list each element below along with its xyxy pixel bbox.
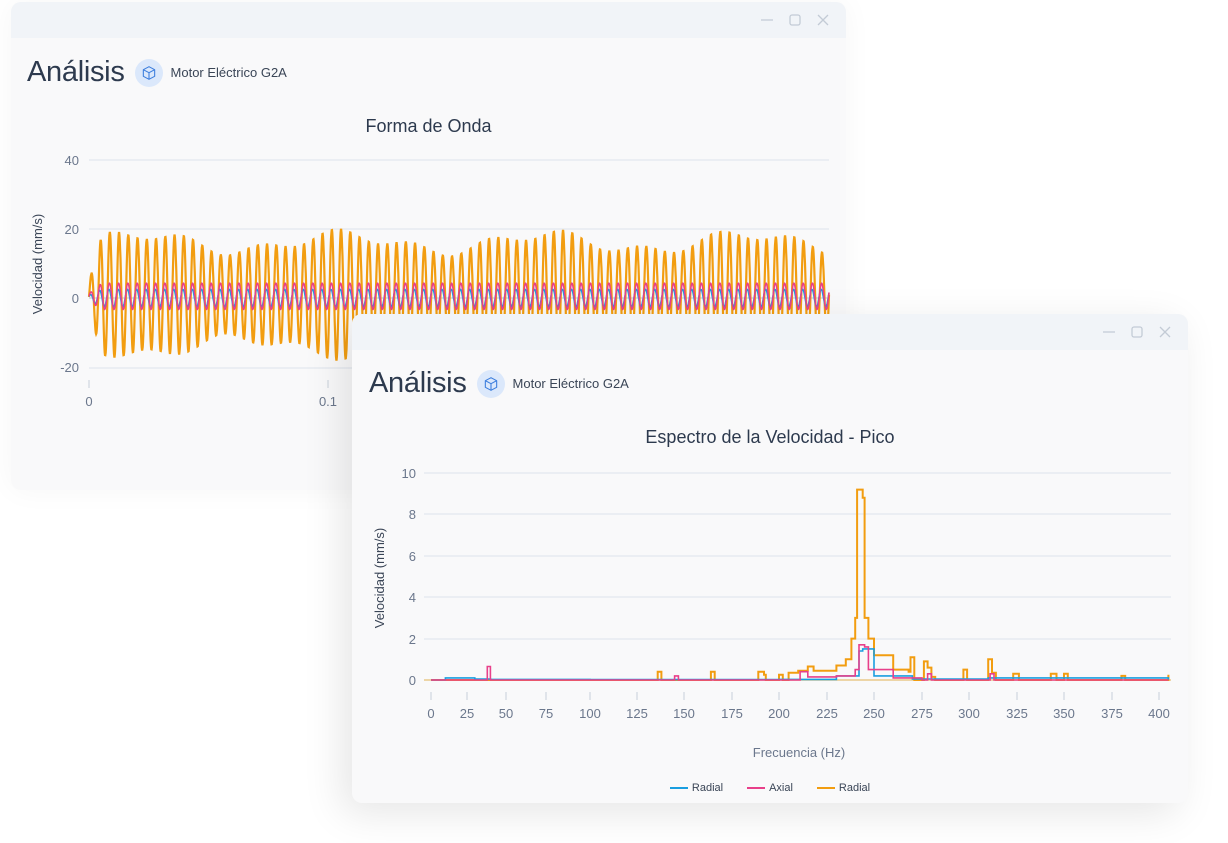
svg-text:6: 6 — [409, 549, 416, 564]
legend-swatch — [669, 787, 688, 789]
x-axis-ticks — [88, 380, 329, 388]
maximize-icon[interactable] — [1130, 325, 1144, 339]
svg-text:0: 0 — [427, 706, 434, 721]
minimize-icon[interactable] — [1102, 325, 1116, 339]
x-axis-label: Frecuencia (Hz) — [753, 745, 845, 760]
window-controls — [1102, 325, 1172, 339]
spectrum-window: Análisis Motor Eléctrico G2A Espectro de… — [352, 314, 1188, 803]
svg-text:0: 0 — [85, 394, 92, 409]
window-titlebar[interactable] — [352, 314, 1188, 350]
svg-text:350: 350 — [1053, 706, 1075, 721]
legend-item-axial[interactable]: Axial — [747, 782, 793, 794]
svg-text:225: 225 — [816, 706, 838, 721]
svg-text:75: 75 — [539, 706, 553, 721]
svg-text:8: 8 — [409, 507, 416, 522]
svg-text:300: 300 — [958, 706, 980, 721]
legend-item-radial-orange[interactable]: Radial — [816, 782, 870, 794]
app-header: Análisis Motor Eléctrico G2A — [27, 56, 287, 89]
chart-legend: Radial Axial Radial — [352, 782, 1188, 794]
y-axis-label: Velocidad (mm/s) — [30, 214, 45, 314]
page-title: Análisis — [369, 367, 467, 399]
grid-lines — [424, 472, 1171, 640]
legend-item-radial-blue[interactable]: Radial — [669, 782, 723, 794]
svg-text:0: 0 — [409, 673, 416, 688]
window-titlebar[interactable] — [11, 2, 846, 38]
y-axis-ticks: 10 8 6 4 2 0 — [402, 466, 416, 688]
svg-text:10: 10 — [402, 466, 416, 481]
svg-text:325: 325 — [1006, 706, 1028, 721]
waveform-chart: 40 20 0 -20 Velocidad (mm/s) 0 0.1 — [30, 153, 831, 409]
svg-text:50: 50 — [499, 706, 513, 721]
minimize-icon[interactable] — [760, 13, 774, 27]
spectrum-chart: 10 8 6 4 2 0 Velocidad (mm/s) 0 25 50 75 100… — [372, 466, 1171, 760]
close-icon[interactable] — [816, 13, 830, 27]
svg-text:200: 200 — [768, 706, 790, 721]
svg-text:20: 20 — [65, 222, 79, 237]
series-axial-pink — [88, 282, 830, 311]
svg-text:4: 4 — [409, 590, 416, 605]
svg-text:25: 25 — [460, 706, 474, 721]
svg-text:125: 125 — [626, 706, 648, 721]
cube-icon — [476, 369, 505, 398]
svg-text:0: 0 — [72, 291, 79, 306]
series-radial-orange — [431, 488, 1170, 681]
svg-text:2: 2 — [409, 632, 416, 647]
legend-swatch — [747, 787, 766, 789]
page-title: Análisis — [27, 56, 125, 88]
maximize-icon[interactable] — [788, 13, 802, 27]
series-axial-pink — [431, 644, 1169, 681]
svg-text:100: 100 — [579, 706, 601, 721]
app-header: Análisis Motor Eléctrico G2A — [369, 367, 629, 400]
svg-text:40: 40 — [65, 153, 79, 168]
svg-text:400: 400 — [1148, 706, 1170, 721]
window-controls — [760, 13, 830, 27]
asset-name: Motor Eléctrico G2A — [170, 65, 287, 80]
y-axis-ticks: 40 20 0 -20 — [60, 153, 79, 375]
svg-text:250: 250 — [863, 706, 885, 721]
asset-name: Motor Eléctrico G2A — [512, 376, 629, 391]
y-axis-label: Velocidad (mm/s) — [372, 528, 387, 628]
legend-swatch — [816, 787, 835, 789]
svg-text:375: 375 — [1101, 706, 1123, 721]
svg-text:275: 275 — [911, 706, 933, 721]
svg-text:0.1: 0.1 — [319, 394, 337, 409]
svg-text:175: 175 — [721, 706, 743, 721]
cube-icon — [134, 58, 163, 87]
chart-title: Espectro de la Velocidad - Pico — [645, 427, 895, 447]
svg-text:150: 150 — [673, 706, 695, 721]
chart-title: Forma de Onda — [365, 116, 492, 136]
x-axis-ticks: 0 25 50 75 100 125 150 175 200 225 250 275 300 325 350… — [427, 692, 1170, 721]
close-icon[interactable] — [1158, 325, 1172, 339]
svg-text:-20: -20 — [60, 360, 79, 375]
